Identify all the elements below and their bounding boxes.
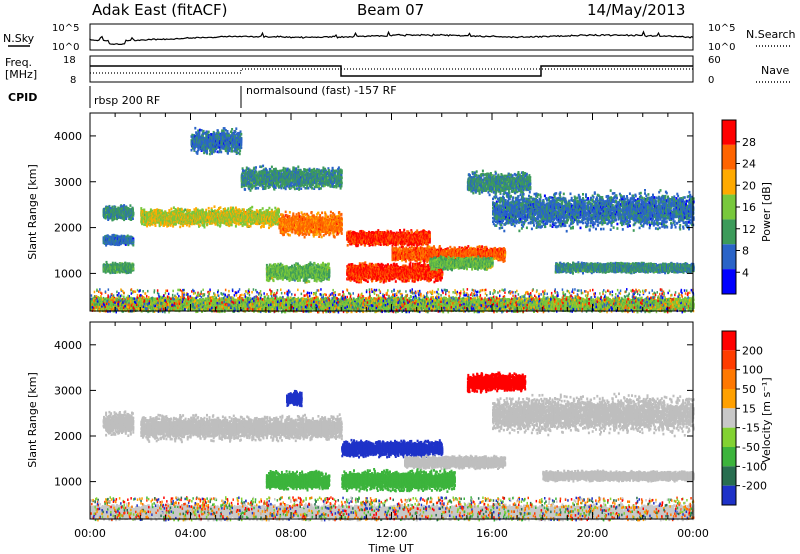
beam-title: Beam 07 <box>357 1 424 19</box>
freq-trace <box>90 66 693 76</box>
nsky-tick-hi: 10^5 <box>52 23 79 34</box>
nsearch-label: N.Search <box>746 28 796 41</box>
nsky-panel: N.Sky 10^5 10^0 10^5 10^0 N.Search <box>3 23 796 53</box>
nsky-frame <box>90 24 693 50</box>
data-cell-0 <box>125 217 127 220</box>
nsky-tick-lo: 10^0 <box>52 42 79 53</box>
nave-tick-hi: 60 <box>708 55 721 66</box>
data-cell-0 <box>132 208 134 211</box>
nave-label: Nave <box>761 64 789 77</box>
cpid-segment-1: rbsp 200 RF <box>94 94 160 107</box>
radar-figure: Adak East (fitACF) Beam 07 14/May/2013 N… <box>0 0 800 554</box>
nsky-trace <box>90 32 693 45</box>
cpid-segment-2: normalsound (fast) -157 RF <box>246 84 397 97</box>
power-data-layer <box>90 127 695 314</box>
cpid-panel: CPID rbsp 200 RF normalsound (fast) -157… <box>8 84 397 108</box>
data-cell-0 <box>132 214 134 217</box>
cpid-label: CPID <box>8 91 37 104</box>
freq-tick-hi: 18 <box>63 55 76 66</box>
freq-panel: Freq. [MHz] 18 8 60 0 Nave <box>5 55 790 86</box>
nave-trace <box>90 69 693 73</box>
data-cell-0 <box>132 217 134 220</box>
date-title: 14/May/2013 <box>587 1 685 19</box>
freq-tick-lo: 8 <box>70 75 76 86</box>
nsky-label: N.Sky <box>3 32 35 45</box>
station-title: Adak East (fitACF) <box>92 1 227 19</box>
nave-tick-lo: 0 <box>708 75 714 86</box>
nsearch-tick-hi: 10^5 <box>708 23 735 34</box>
nsearch-tick-lo: 10^0 <box>708 42 735 53</box>
data-cell-0 <box>129 204 131 207</box>
freq-label-2: [MHz] <box>5 68 37 81</box>
data-cell-0 <box>111 206 113 209</box>
